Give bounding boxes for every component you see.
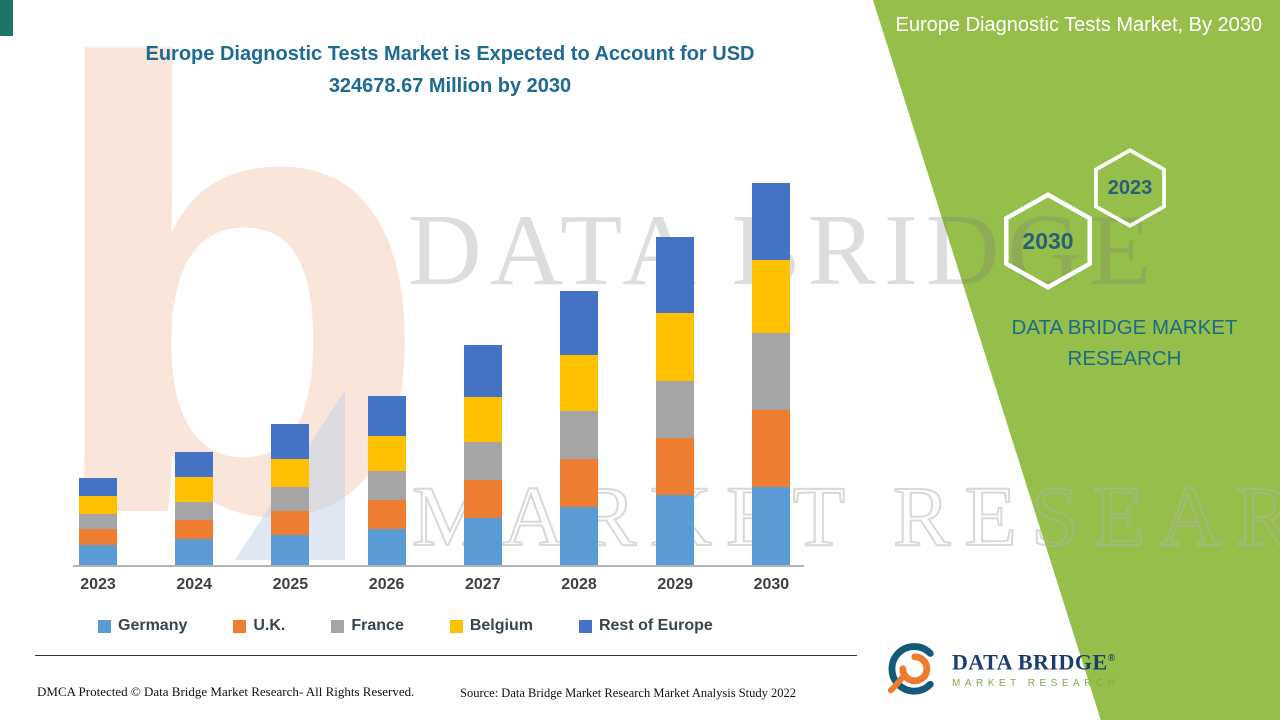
chart-title-line1: Europe Diagnostic Tests Market is Expect… [145, 43, 755, 65]
hexagon-outline-icon [1094, 148, 1166, 228]
footer-divider [35, 655, 857, 656]
stacked-bar-2023 [79, 478, 117, 565]
bar-segment-rest-of-europe [79, 478, 117, 496]
legend-item-belgium: Belgium [449, 617, 533, 635]
dbmr-logo-subtitle: MARKET RESEARCH [952, 677, 1120, 689]
stacked-bar-2029 [656, 237, 695, 565]
bar-segment-france [175, 502, 214, 520]
bar-segment-rest-of-europe [656, 237, 695, 313]
bar-segment-france [560, 411, 598, 459]
legend-swatch-rest-of-europe [578, 619, 592, 633]
x-axis-label-2028: 2028 [561, 576, 597, 593]
bar-segment-belgium [752, 260, 791, 333]
x-axis-label-2027: 2027 [465, 576, 501, 593]
bar-segment-belgium [175, 477, 214, 502]
dbmr-logo-name-text: DATA BRIDGE [952, 649, 1108, 675]
legend-swatch-belgium [449, 619, 463, 633]
stacked-bar-2028 [560, 291, 598, 565]
chart-title-line2: 324678.67 Million by 2030 [328, 75, 572, 97]
bar-segment-belgium [367, 436, 406, 471]
hexagon-outline-icon [1003, 192, 1093, 290]
bar-segment-u-k [463, 480, 502, 518]
hexagon-2030-label: 2030 [1022, 227, 1074, 254]
legend-label-germany: Germany [118, 617, 188, 634]
legend-swatch-u-k [233, 619, 247, 633]
bar-segment-germany [463, 518, 502, 565]
x-axis-label-2023: 2023 [80, 576, 116, 593]
bar-segment-u-k [752, 410, 791, 487]
legend-swatch-france [331, 619, 345, 633]
stacked-bar-chart [75, 183, 802, 565]
bar-segment-belgium [463, 397, 502, 442]
corner-accent [0, 0, 13, 36]
bar-segment-u-k [560, 459, 598, 507]
bar-segment-germany [656, 495, 695, 565]
bar-segment-u-k [271, 511, 310, 535]
stacked-bar-2025 [271, 424, 310, 565]
chart-legend: Germany U.K. France Belgium Rest of Europe [98, 617, 713, 635]
bar-segment-germany [560, 507, 598, 565]
bar-segment-rest-of-europe [752, 183, 791, 260]
x-axis-label-2029: 2029 [657, 576, 693, 593]
x-axis-label-2030: 2030 [753, 576, 790, 593]
bar-segment-rest-of-europe [367, 396, 406, 436]
legend-label-rest-of-europe: Rest of Europe [598, 617, 713, 634]
legend-item-germany: Germany [98, 617, 187, 635]
chart-title: Europe Diagnostic Tests Market is Expect… [60, 38, 840, 102]
bar-segment-germany [175, 539, 214, 565]
bar-segment-france [656, 381, 695, 438]
legend-swatch-germany [98, 619, 111, 633]
legend-item-rest-of-europe: Rest of Europe [578, 617, 713, 635]
stacked-bar-2026 [367, 396, 406, 565]
x-axis-labels: 2023 2024 2025 2026 2027 2028 2029 2030 [75, 576, 802, 600]
side-panel-title: Europe Diagnostic Tests Market, By 2030 [895, 14, 1262, 36]
legend-label-u-k: U.K. [253, 617, 286, 634]
bar-segment-france [79, 514, 117, 529]
bar-segment-rest-of-europe [175, 452, 214, 477]
dbmr-logo: DATA BRIDGE® MARKET RESEARCH [884, 638, 1119, 698]
bar-segment-germany [752, 487, 791, 565]
bar-segment-belgium [560, 355, 598, 411]
source-note: Source: Data Bridge Market Research Mark… [460, 686, 797, 700]
stacked-bar-2030 [752, 183, 791, 565]
stacked-bar-2027 [463, 345, 502, 565]
dbmr-logo-name: DATA BRIDGE® [952, 647, 1119, 674]
bar-segment-france [752, 333, 791, 410]
bar-segment-rest-of-europe [560, 291, 598, 355]
bar-segment-germany [271, 535, 310, 565]
x-axis-label-2026: 2026 [368, 576, 405, 593]
legend-item-france: France [331, 617, 404, 635]
dmca-notice: DMCA Protected © Data Bridge Market Rese… [37, 684, 415, 699]
bar-segment-belgium [79, 496, 117, 514]
dbmr-logo-text: DATA BRIDGE® MARKET RESEARCH [952, 647, 1120, 689]
watermark-market-research: MARKET RESEARCH [411, 467, 1280, 565]
registered-mark: ® [1107, 653, 1116, 665]
bar-segment-belgium [271, 459, 310, 487]
legend-label-belgium: Belgium [469, 617, 533, 634]
hexagon-2030: 2030 [998, 192, 1098, 290]
hexagon-2023: 2023 [1092, 148, 1168, 228]
legend-label-france: France [351, 617, 404, 634]
stacked-bar-2024 [175, 452, 214, 565]
bar-segment-france [367, 471, 406, 500]
bar-segment-france [271, 487, 310, 511]
hexagon-2023-label: 2023 [1107, 176, 1153, 199]
bar-segment-france [463, 442, 502, 480]
bar-segment-u-k [367, 500, 406, 529]
x-axis-line [73, 565, 804, 567]
x-axis-label-2025: 2025 [272, 576, 309, 593]
bar-segment-germany [79, 545, 117, 565]
dbmr-logo-icon [887, 643, 934, 695]
legend-item-u-k: U.K. [233, 617, 285, 635]
bar-segment-rest-of-europe [463, 345, 502, 397]
x-axis-label-2024: 2024 [176, 576, 212, 593]
brand-name: DATA BRIDGE MARKET RESEARCH [1011, 316, 1238, 370]
bar-segment-belgium [656, 313, 695, 381]
bar-segment-u-k [656, 438, 695, 495]
bar-segment-germany [367, 529, 406, 565]
bar-segment-u-k [175, 520, 214, 539]
bar-segment-u-k [79, 529, 117, 545]
bar-segment-rest-of-europe [271, 424, 310, 459]
